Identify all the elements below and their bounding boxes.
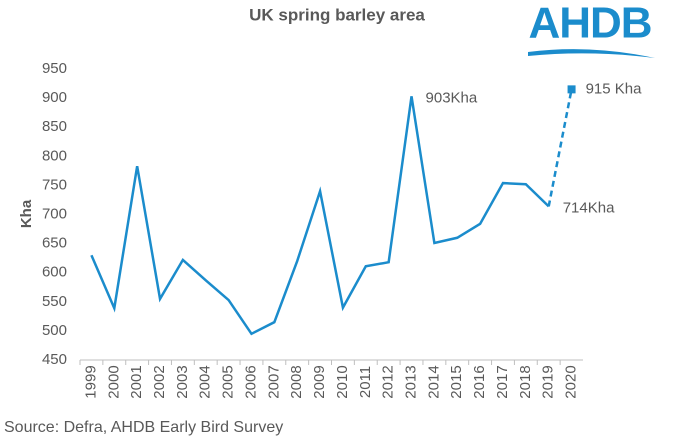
x-tick-label: 2005 <box>220 365 237 398</box>
series-line <box>90 96 550 336</box>
chart-title: UK spring barley area <box>249 5 425 24</box>
x-tick-label: 2001 <box>128 365 145 398</box>
source-note: Source: Defra, AHDB Early Bird Survey <box>4 419 283 436</box>
value-label: 915 Kha <box>586 80 643 97</box>
x-tick-label: 2003 <box>174 365 191 398</box>
y-tick-label: 450 <box>42 351 67 368</box>
y-tick-label: 500 <box>42 322 67 339</box>
x-tick-label: 2006 <box>242 365 259 398</box>
y-tick-label: 850 <box>42 118 67 135</box>
x-tick-label: 2011 <box>357 366 374 398</box>
value-label: 903Kha <box>426 89 478 106</box>
x-tick-label: 2018 <box>517 365 534 398</box>
point-marker <box>567 85 576 94</box>
y-tick-label: 950 <box>42 60 67 77</box>
x-tick-label: 2017 <box>494 365 511 398</box>
value-label: 714Kha <box>563 199 615 216</box>
x-tick-label: 2013 <box>402 365 419 398</box>
series-line <box>547 89 573 207</box>
x-tick-label: 1999 <box>82 365 99 398</box>
x-tick-label: 2002 <box>151 365 168 398</box>
x-tick-label: 2009 <box>311 365 328 398</box>
y-tick-label: 700 <box>42 205 67 222</box>
x-tick-label: 2014 <box>425 365 442 398</box>
x-tick-label: 2010 <box>334 365 351 398</box>
x-tick-label: 2008 <box>288 365 305 398</box>
y-tick-label: 550 <box>42 293 67 310</box>
x-tick-label: 2004 <box>197 365 214 398</box>
logo-swoosh <box>528 49 655 58</box>
y-tick-label: 800 <box>42 147 67 164</box>
logo: AHDB <box>528 0 651 48</box>
y-tick-label: 650 <box>42 235 67 252</box>
y-tick-label: 750 <box>42 176 67 193</box>
x-tick-label: 2020 <box>563 365 580 398</box>
x-tick-label: 2015 <box>448 365 465 398</box>
x-tick-label: 2019 <box>540 365 557 398</box>
y-tick-label: 900 <box>42 89 67 106</box>
y-axis-label: Kha <box>18 199 35 228</box>
y-tick-label: 600 <box>42 264 67 281</box>
x-tick-label: 2012 <box>380 365 397 398</box>
x-tick-label: 2007 <box>265 365 282 398</box>
x-tick-label: 2000 <box>105 365 122 398</box>
x-tick-label: 2016 <box>471 365 488 398</box>
